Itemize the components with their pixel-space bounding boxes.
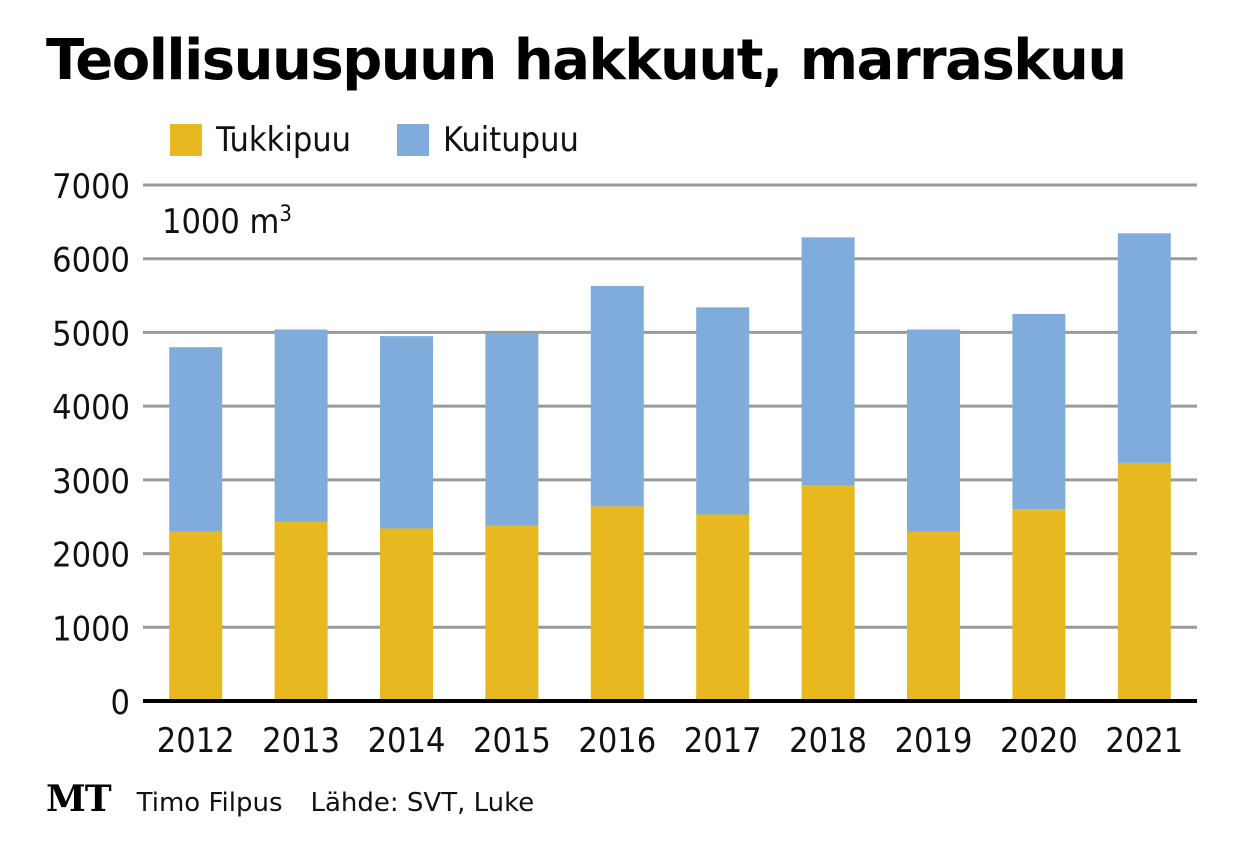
x-tick-label: 2020	[1000, 721, 1078, 761]
x-tick-label: 2019	[895, 721, 973, 761]
x-tick-label: 2014	[368, 721, 446, 761]
bars	[169, 233, 1171, 701]
y-tick-label: 7000	[52, 167, 130, 207]
x-tick-label: 2017	[684, 721, 762, 761]
bar-tukkipuu-2012	[169, 531, 223, 701]
legend-item-kuitupuu: Kuitupuu	[397, 120, 579, 160]
legend-swatch-tukkipuu	[170, 124, 202, 156]
mt-logo: MT	[46, 778, 112, 820]
bar-kuitupuu-2012	[169, 347, 223, 532]
y-axis-ticks: 0 1000 2000 3000 4000 5000 6000 7000	[52, 167, 130, 723]
y-tick-label: 5000	[52, 314, 130, 354]
bar-tukkipuu-2018	[801, 485, 855, 701]
x-tick-label: 2016	[578, 721, 656, 761]
unit-label-superscript: 3	[279, 202, 292, 227]
y-tick-label: 6000	[52, 241, 130, 281]
footer: MT Timo Filpus Lähde: SVT, Luke	[46, 778, 562, 820]
y-tick-label: 1000	[52, 609, 130, 649]
bar-tukkipuu-2017	[696, 514, 750, 701]
bar-tukkipuu-2020	[1012, 509, 1066, 701]
author-credit: Timo Filpus	[136, 788, 283, 818]
unit-label-text: 1000 m	[162, 202, 279, 242]
chart-title: Teollisuuspuun hakkuut, marraskuu	[46, 28, 1127, 93]
x-axis-ticks: 2012 2013 2014 2015 2016 2017 2018 2019 2020 2021	[157, 721, 1183, 761]
bar-tukkipuu-2019	[907, 531, 960, 701]
legend-label-kuitupuu: Kuitupuu	[443, 120, 579, 160]
bar-kuitupuu-2016	[590, 285, 644, 507]
legend-swatch-kuitupuu	[397, 124, 430, 156]
x-tick-label: 2021	[1105, 721, 1183, 761]
unit-label: 1000 m3	[162, 202, 292, 242]
y-tick-label: 3000	[52, 462, 130, 502]
bar-tukkipuu-2013	[274, 521, 328, 701]
bar-tukkipuu-2014	[380, 528, 433, 701]
bar-kuitupuu-2015	[485, 333, 539, 526]
x-tick-label: 2012	[157, 721, 235, 761]
bar-kuitupuu-2021	[1117, 233, 1171, 463]
x-tick-label: 2018	[789, 721, 867, 761]
x-tick-label: 2015	[473, 721, 551, 761]
legend-item-tukkipuu: Tukkipuu	[170, 120, 351, 160]
bar-kuitupuu-2013	[274, 329, 328, 522]
legend: Tukkipuu Kuitupuu	[170, 120, 625, 160]
source-credit: Lähde: SVT, Luke	[310, 788, 535, 818]
bar-kuitupuu-2018	[801, 237, 855, 486]
x-tick-label: 2013	[262, 721, 340, 761]
bar-tukkipuu-2015	[485, 525, 539, 701]
bar-tukkipuu-2021	[1117, 462, 1171, 701]
y-tick-label: 2000	[52, 536, 130, 576]
bar-kuitupuu-2017	[696, 307, 750, 515]
y-tick-label: 4000	[52, 388, 130, 428]
bar-kuitupuu-2014	[380, 336, 433, 529]
bar-kuitupuu-2019	[907, 329, 960, 532]
bar-tukkipuu-2016	[590, 506, 644, 701]
y-tick-label: 0	[111, 683, 130, 723]
bar-kuitupuu-2020	[1012, 314, 1066, 510]
legend-label-tukkipuu: Tukkipuu	[216, 120, 352, 160]
